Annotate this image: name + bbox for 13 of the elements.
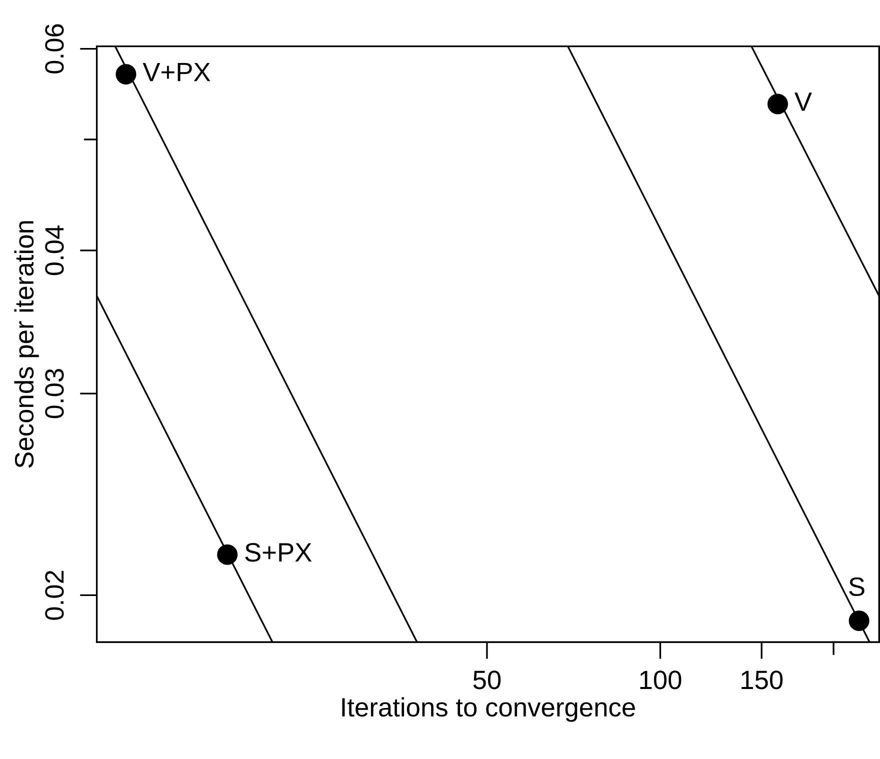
x-tick-label: 50 <box>473 670 501 690</box>
x-axis-title: Iterations to convergence <box>342 697 635 722</box>
y-tick-label: 0.03 <box>45 369 64 418</box>
annotation: V <box>794 92 812 111</box>
y-tick-label: 0.04 <box>45 226 64 276</box>
annotation: S <box>849 577 864 596</box>
y-tick-label: 0.06 <box>45 24 64 74</box>
y-axis-title: Seconds per iteration <box>14 221 39 468</box>
annotation: V+PX <box>142 62 210 82</box>
x-tick-label: 150 <box>742 670 783 690</box>
x-tick-label: 100 <box>640 670 682 690</box>
annotation: S+PX <box>245 543 312 562</box>
y-tick-label: 0.02 <box>45 570 64 620</box>
